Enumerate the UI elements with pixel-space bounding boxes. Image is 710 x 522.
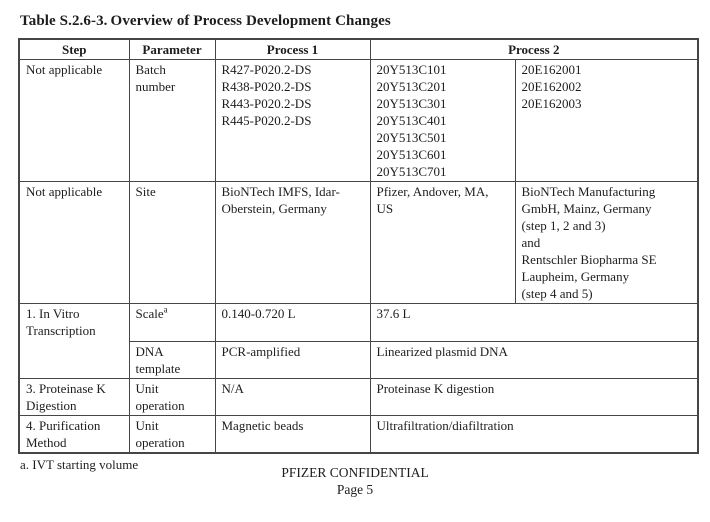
table-row-proteinase-digestion: 3. Proteinase K Digestion Unit operation… [18, 378, 699, 416]
cell-purification-step: 4. Purification Method [18, 415, 130, 454]
table-title: Table S.2.6-3. Overview of Process Develo… [20, 12, 710, 30]
cell-proteinase-step: 3. Proteinase K Digestion [18, 378, 130, 416]
footnote-marker-a: a [163, 304, 168, 315]
table-footnote: a. IVT starting volume [20, 457, 139, 472]
cell-batch-parameter: Batch number [128, 59, 216, 182]
cell-batch-step: Not applicable [18, 59, 130, 182]
col-header-parameter: Parameter [128, 38, 216, 60]
page-number: Page 5 [336, 482, 374, 497]
cell-ivt-step: 1. In Vitro Transcription [18, 303, 130, 379]
confidential-label: PFIZER CONFIDENTIAL [281, 465, 429, 480]
cell-ivt-scale-process1: 0.140-0.720 L [214, 303, 371, 342]
table-header-row: Step Parameter Process 1 Process 2 [18, 38, 699, 60]
cell-ivt-scale-parameter: Scalea [128, 303, 216, 342]
cell-batch-process2a: 20Y513C101 20Y513C201 20Y513C301 20Y513C… [369, 59, 516, 182]
cell-site-process2a: Pfizer, Andover, MA, US [369, 181, 516, 304]
cell-purification-process1: Magnetic beads [214, 415, 371, 454]
cell-ivt-dna-process1: PCR-amplified [214, 341, 371, 379]
table-row-ivt-scale: 1. In Vitro Transcription Scalea 0.140-0… [18, 303, 699, 379]
table-title-text: Overview of Process Development Changes [110, 13, 391, 29]
process-development-table: Step Parameter Process 1 Process 2 Not a… [18, 38, 700, 454]
cell-site-process1: BioNTech IMFS, Idar- Oberstein, Germany [214, 181, 371, 304]
cell-ivt-scale-process2: 37.6 L [369, 303, 699, 342]
cell-ivt-dna-process2: Linearized plasmid DNA [369, 341, 699, 379]
table-row-site: Not applicable Site BioNTech IMFS, Idar-… [18, 181, 699, 304]
cell-proteinase-process2: Proteinase K digestion [369, 378, 699, 416]
cell-ivt-dna-parameter: DNA template [128, 341, 216, 379]
table-row-ivt-dna-template: DNA template PCR-amplified Linearized pl… [19, 341, 699, 379]
cell-proteinase-parameter: Unit operation [128, 378, 216, 416]
table-row-purification-method: 4. Purification Method Unit operation Ma… [18, 415, 699, 454]
cell-site-step: Not applicable [18, 181, 130, 304]
table-row-batch-number: Not applicable Batch number R427-P020.2-… [18, 59, 699, 182]
col-header-step: Step [18, 38, 130, 60]
cell-site-parameter: Site [128, 181, 216, 304]
table-title-number: Table S.2.6-3. [20, 13, 108, 29]
page-footer: PFIZER CONFIDENTIAL Page 5 [0, 464, 710, 498]
cell-proteinase-process1: N/A [214, 378, 371, 416]
cell-purification-process2: Ultrafiltration/diafiltration [369, 415, 699, 454]
cell-purification-parameter: Unit operation [128, 415, 216, 454]
cell-batch-process1: R427-P020.2-DS R438-P020.2-DS R443-P020.… [214, 59, 371, 182]
cell-site-process2b: BioNTech Manufacturing GmbH, Mainz, Germ… [514, 181, 699, 304]
col-header-process2: Process 2 [369, 38, 699, 60]
cell-batch-process2b: 20E162001 20E162002 20E162003 [514, 59, 699, 182]
col-header-process1: Process 1 [214, 38, 371, 60]
